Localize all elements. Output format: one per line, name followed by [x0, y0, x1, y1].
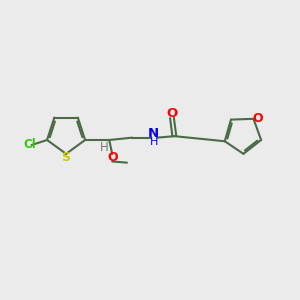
Text: S: S [61, 151, 70, 164]
Text: H: H [149, 137, 158, 147]
Text: O: O [107, 151, 118, 164]
Text: H: H [100, 141, 109, 154]
Text: O: O [167, 107, 178, 120]
Text: O: O [252, 112, 263, 125]
Text: N: N [148, 127, 159, 140]
Text: Cl: Cl [24, 139, 37, 152]
